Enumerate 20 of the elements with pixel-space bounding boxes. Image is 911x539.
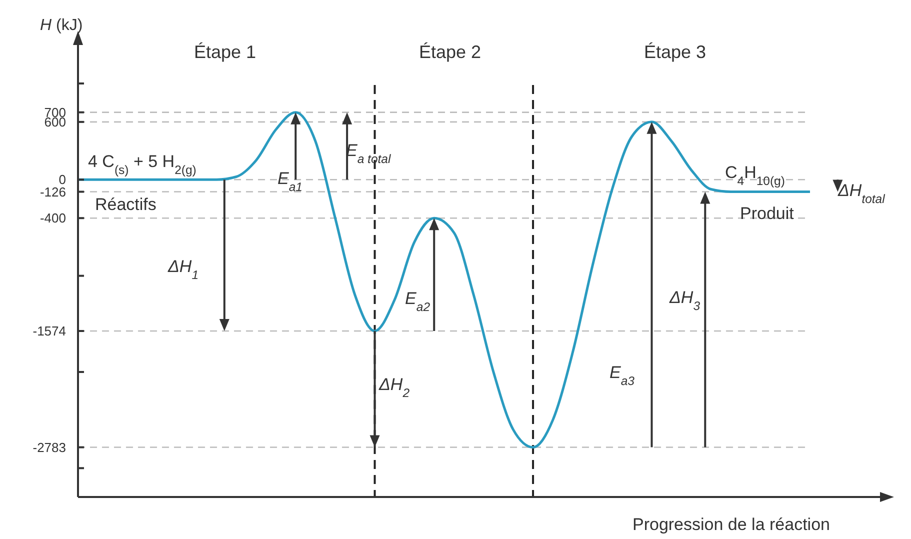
annotation: ΔH$_{2}$ <box>378 375 410 400</box>
y-tick-label: -400 <box>40 210 66 226</box>
annotation: Réactifs <box>95 195 156 214</box>
annotation: ΔH$_{1}$ <box>167 257 198 282</box>
annotation: Étape 3 <box>644 42 706 62</box>
annotation: C$_{4}$H$_{10(g)}$ <box>725 163 785 188</box>
annotation: Étape 2 <box>418 42 482 62</box>
y-axis-title: H (kJ) <box>40 17 83 34</box>
y-tick-label: -2783 <box>32 440 66 455</box>
x-axis-title: Progression de la réaction <box>632 515 830 534</box>
text: ΔH$_{total}$ <box>837 181 886 206</box>
annotation: Étape 1 <box>194 42 256 62</box>
annotation: ΔH$_{3}$ <box>668 288 700 313</box>
annotation: E$_{a1}$ <box>278 169 302 194</box>
y-tick-label: -1574 <box>32 324 66 339</box>
annotation: Produit <box>740 204 794 223</box>
annotation: E$_{a2}$ <box>405 289 430 314</box>
annotation: E$_{a3}$ <box>610 363 635 388</box>
line-series <box>76 111 812 449</box>
annotation: 4 C$_{(s)}$ + 5 H$_{2(g)}$ <box>88 152 196 177</box>
